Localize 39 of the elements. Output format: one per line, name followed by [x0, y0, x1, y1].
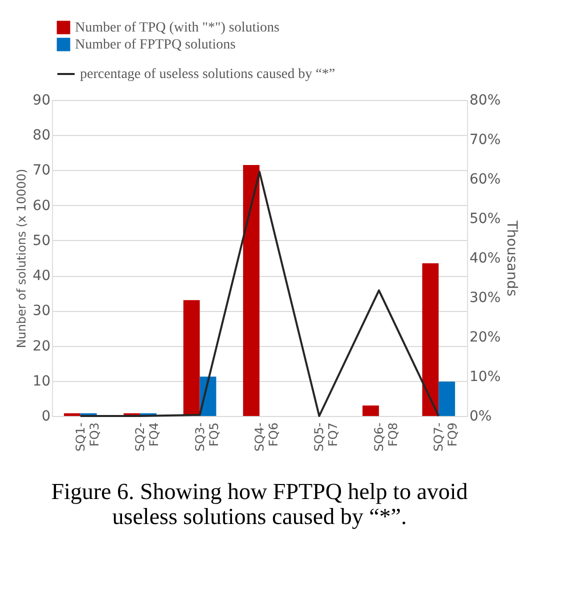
y-tick-label: 0 [42, 408, 50, 424]
x-tick-label: SQ7-FQ9 [432, 422, 460, 452]
y-tick-label: 20 [32, 338, 50, 354]
bar [422, 263, 439, 416]
x-tick-label: SQ2-FQ4 [133, 422, 162, 452]
caption: Figure 6. Showing how FPTPQ help to avoid useless solutions caused by “*”. [51, 479, 468, 530]
bar [243, 164, 260, 416]
y2-tick-label: 50% [470, 211, 501, 227]
x-tick-label: SQ1-FQ3 [73, 422, 102, 452]
y-tick-label: 30 [32, 303, 50, 320]
y2-tick-label: 0% [470, 408, 492, 424]
bar [183, 300, 200, 416]
y-axis-title: Nunber of solutions (x 10000) [14, 168, 29, 348]
x-tick-label: SQ4-FQ6 [252, 422, 280, 452]
legend-label: Number of FPTPQ solutions [75, 38, 236, 52]
y2-tick-label: 70% [470, 132, 501, 148]
y-tick-label: 90 [32, 92, 50, 108]
y2-tick-label: 60% [470, 172, 501, 188]
x-tick-label: SQ5-FQ7 [312, 422, 340, 452]
x-tick-label: SQ6-FQ8 [372, 422, 400, 452]
y-tick-label: 40 [32, 268, 50, 284]
legend-label: Number of TPQ (with "*") solutions [75, 20, 280, 36]
y-tick-label: 70 [32, 162, 50, 179]
y-tick-label: 60 [32, 198, 50, 214]
line-series [79, 170, 440, 417]
bar [64, 413, 80, 416]
bar [438, 382, 456, 416]
y2-tick-label: 30% [470, 290, 501, 306]
y-tick-label: 80 [32, 128, 50, 144]
y-tick-label: 50 [32, 232, 50, 249]
bar [362, 405, 379, 416]
legend-label: percentage of useless solutions caused by “*” [80, 67, 336, 82]
y2-axis-title: Thousands [504, 220, 520, 296]
x-tick-label: SQ3-FQ5 [192, 422, 221, 452]
y2-tick-label: 80% [470, 92, 501, 108]
y2-tick-label: 20% [470, 330, 501, 346]
y2-tick-label: 10% [470, 369, 501, 385]
y-tick-label: 10 [32, 373, 50, 390]
y2-tick-label: 40% [470, 250, 501, 266]
